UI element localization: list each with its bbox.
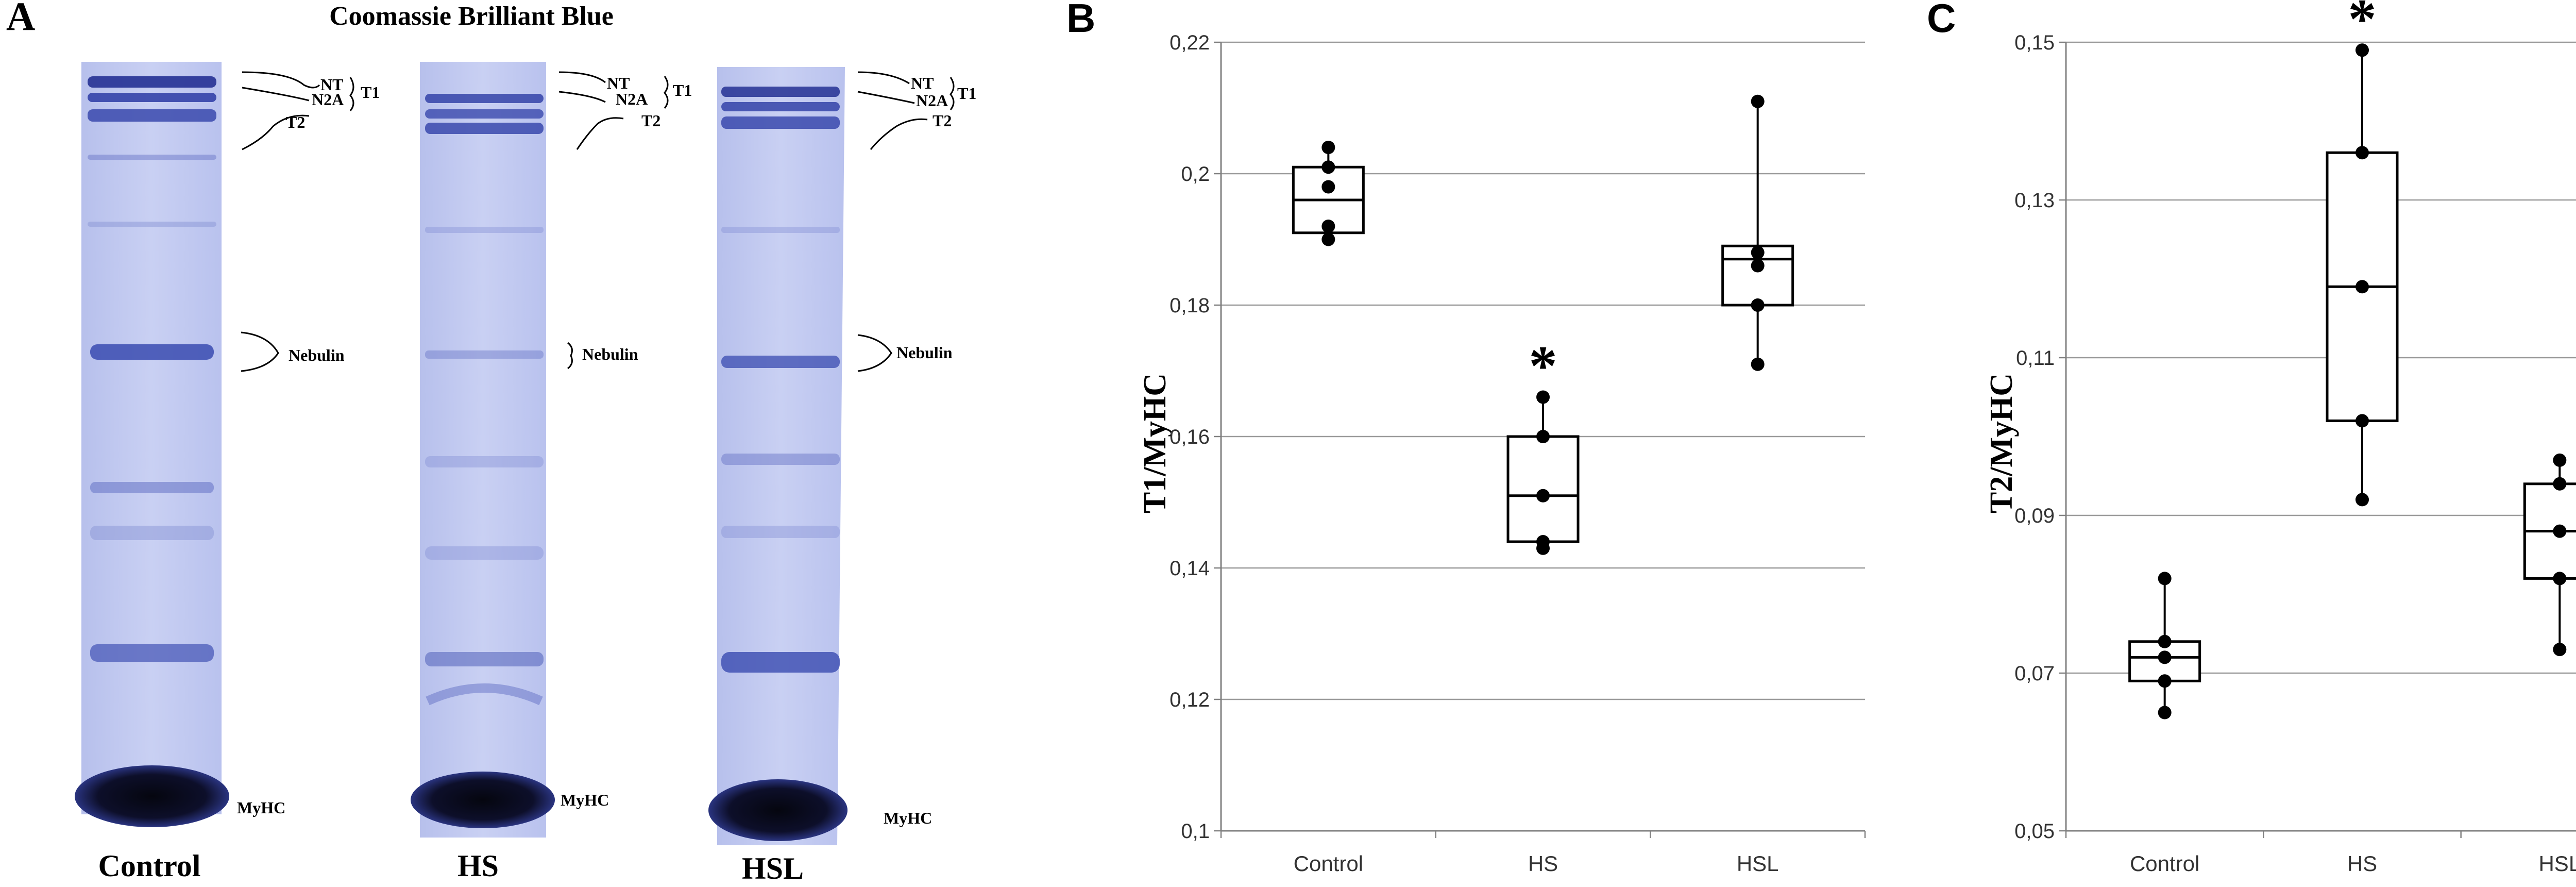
y-tick-label: 0,16 [1170,426,1210,448]
lane-label-hsl: HSL [742,851,804,885]
band-label-n2a-hsl: N2A [916,91,948,110]
box-hsl [2523,453,2576,657]
significance-marker: * [2348,0,2377,50]
gel-panel: A Coomassie Brilliant Blue Control MyHC … [6,0,976,885]
y-tick-label: 0,2 [1181,163,1210,186]
chart-b-ylabel: T1/MyHC [1138,373,1173,513]
band-label-nebulin-hsl: Nebulin [896,343,953,362]
data-point [2355,146,2369,160]
data-point [1536,390,1550,404]
box-control [2128,572,2201,719]
data-point [1321,180,1335,194]
gel-lane-hsl [708,67,848,845]
band-label-nt-hs: NT [607,74,630,92]
gel-lane-hs [411,62,555,838]
chart-t2-myhc: C T2/MyHC * 0,05 0,07 0,09 0,11 0,13 0,15 Cont… [1927,0,2576,876]
band-label-t2-hs: T2 [641,111,660,130]
band-label-n2a-hs: N2A [616,90,648,108]
data-point [1536,535,1550,548]
box-hsl [1721,94,1794,371]
significance-marker: * [1529,334,1557,397]
chart-t1-myhc: B T1/MyHC * 0,1 0,12 0,14 0,16 0,18 0,2 0,22 Co… [1066,0,1866,876]
y-tick-label: 0,1 [1181,820,1210,843]
gel-title: Coomassie Brilliant Blue [329,2,614,31]
band-label-t1-hsl: T1 [957,84,976,103]
band-label-myhc-hs: MyHC [561,791,609,809]
band-annotations-control [241,71,354,372]
x-tick-label: Control [2130,851,2199,876]
data-point [2553,453,2567,467]
data-point [1536,489,1550,503]
y-tick-label: 0,18 [1170,294,1210,317]
x-tick-label: Control [1294,851,1363,876]
band-label-t1-control: T1 [361,83,380,102]
panel-letter-b: B [1066,0,1095,41]
box-control [1292,141,1365,246]
y-tick-label: 0,07 [2014,662,2055,685]
data-point [1536,430,1550,443]
y-tick-label: 0,09 [2014,505,2055,527]
lane-label-control: Control [98,849,201,883]
y-tick-label: 0,12 [1170,689,1210,711]
lane-label-hs: HS [457,849,499,883]
data-point [1751,246,1765,259]
band-label-myhc-hsl: MyHC [884,809,932,827]
x-tick-label: HS [2347,851,2377,876]
data-point [2553,524,2567,538]
gel-lane-control [75,62,229,827]
band-label-t2-hsl: T2 [933,111,952,130]
box-hs: * [1506,334,1580,555]
data-point [2355,493,2369,507]
data-point [2158,706,2172,719]
data-point [2553,643,2567,657]
data-point [2355,280,2369,294]
band-label-myhc-control: MyHC [237,798,285,817]
data-point [2553,572,2567,585]
y-tick-label: 0,13 [2014,189,2055,212]
x-tick-label: HSL [1737,851,1779,876]
panel-letter-c: C [1927,0,1956,41]
y-tick-label: 0,11 [2016,347,2055,370]
band-label-n2a-control: N2A [312,90,344,109]
band-label-nebulin-hs: Nebulin [582,345,638,363]
data-point [2355,414,2369,428]
band-annotations-hs [558,71,669,370]
data-point [1751,298,1765,312]
data-point [2158,650,2172,664]
x-tick-label: HSL [2538,851,2576,876]
data-point [1321,160,1335,174]
band-label-t2-control: T2 [286,113,305,131]
box-hs: * [2326,0,2399,507]
data-point [2158,674,2172,688]
y-tick-label: 0,14 [1170,557,1210,580]
panel-letter-a: A [6,0,35,39]
data-point [1321,141,1335,154]
data-point [2158,634,2172,648]
y-tick-label: 0,15 [2014,31,2055,54]
y-tick-label: 0,05 [2014,820,2055,843]
data-point [1321,232,1335,246]
data-point [1751,259,1765,273]
data-point [1751,357,1765,371]
data-point [1321,220,1335,233]
data-point [2158,572,2172,585]
band-label-nebulin-control: Nebulin [289,346,345,364]
data-point [1751,94,1765,108]
data-point [2355,43,2369,57]
band-annotations-hsl [857,71,955,372]
band-label-nt-hsl: NT [911,74,934,92]
x-tick-label: HS [1528,851,1558,876]
y-tick-label: 0,22 [1170,31,1210,54]
data-point [2553,477,2567,491]
band-label-nt-control: NT [320,75,343,94]
band-label-t1-hs: T1 [673,81,692,99]
chart-c-ylabel: T2/MyHC [1984,373,2019,513]
